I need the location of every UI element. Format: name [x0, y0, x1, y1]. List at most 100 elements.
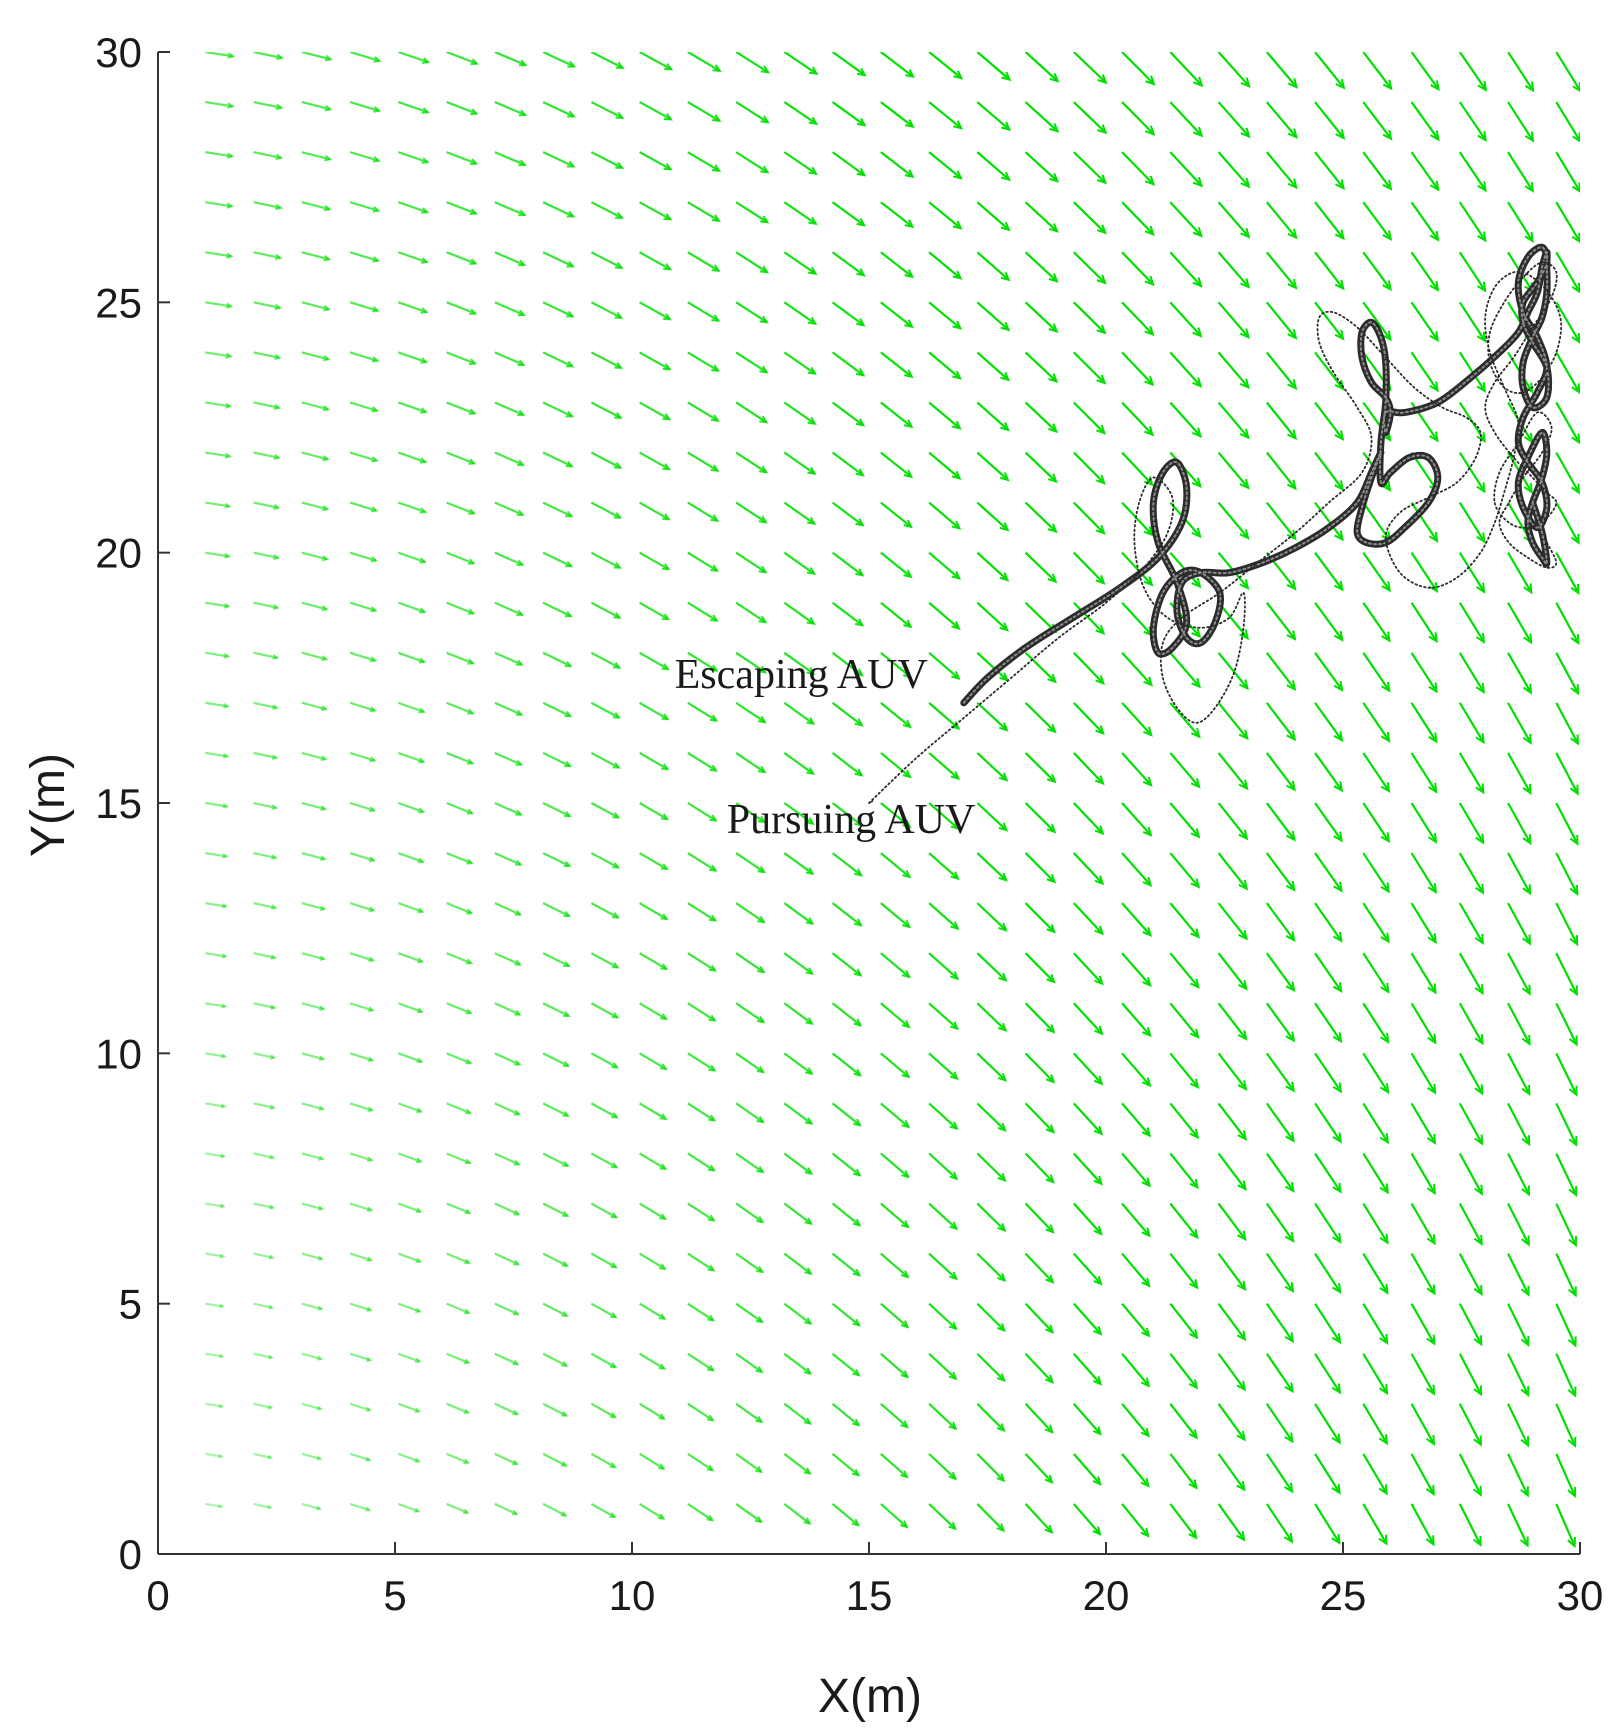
field-arrow: [1024, 1503, 1053, 1534]
field-arrow-head: [1334, 480, 1345, 492]
field-arrow-head: [417, 857, 425, 864]
field-arrow-head: [225, 302, 234, 309]
field-arrow: [735, 1202, 764, 1223]
field-arrow: [831, 551, 864, 577]
field-arrow-head: [1238, 679, 1249, 691]
field-arrow: [205, 1352, 223, 1358]
field-arrow: [687, 1202, 715, 1222]
field-arrow: [301, 251, 330, 261]
field-arrow-head: [561, 1410, 569, 1417]
field-arrow-head: [1188, 1329, 1199, 1340]
field-arrow-head: [567, 60, 577, 68]
field-arrow: [976, 952, 1007, 982]
field-arrow-head: [1472, 1535, 1482, 1548]
field-arrow: [1507, 802, 1532, 844]
field-arrow-head: [999, 672, 1009, 682]
field-arrow: [1121, 52, 1155, 85]
field-arrow-head: [365, 1456, 372, 1462]
field-arrow-head: [267, 1504, 273, 1510]
field-arrow-head: [1284, 1332, 1295, 1344]
field-arrow-head: [803, 1517, 812, 1525]
field-arrow-head: [1236, 1480, 1246, 1492]
field-arrow: [1217, 1403, 1246, 1441]
field-arrow: [880, 551, 912, 578]
field-arrow-head: [609, 1462, 617, 1469]
field-arrow: [1314, 752, 1343, 792]
field-arrow-head: [611, 962, 620, 969]
field-arrow-head: [902, 769, 912, 779]
field-arrow: [205, 100, 233, 108]
field-arrow-head: [421, 157, 430, 164]
escaping-auv-path-texture: [962, 246, 1550, 704]
field-arrow: [1362, 852, 1390, 893]
field-arrow: [398, 952, 423, 963]
field-arrow-head: [999, 722, 1009, 732]
field-arrow: [687, 251, 720, 272]
field-arrow: [1458, 752, 1485, 794]
field-arrow: [831, 852, 862, 877]
field-arrow-head: [663, 213, 673, 221]
field-arrow-head: [518, 59, 528, 67]
field-arrow-head: [758, 565, 768, 574]
field-arrow-head: [1332, 1082, 1343, 1094]
field-arrow-head: [469, 208, 479, 216]
field-arrow: [928, 201, 962, 230]
field-arrow: [1314, 101, 1345, 139]
field-arrow-head: [1334, 279, 1345, 291]
field-arrow-head: [1192, 377, 1203, 388]
field-arrow: [639, 601, 669, 621]
field-arrow-head: [1236, 1531, 1246, 1542]
field-arrow-head: [757, 815, 767, 824]
field-arrow-head: [223, 652, 231, 659]
field-arrow-head: [611, 912, 620, 919]
field-arrow: [783, 601, 815, 625]
field-arrow: [880, 501, 912, 528]
field-arrow: [542, 601, 572, 618]
field-arrow-head: [1236, 1330, 1247, 1342]
field-arrow: [253, 100, 282, 109]
field-arrow-head: [276, 53, 285, 61]
field-arrow: [735, 551, 767, 574]
field-arrow-head: [953, 120, 963, 130]
field-arrow: [1555, 401, 1580, 443]
x-tick-label: 15: [846, 1572, 893, 1619]
field-arrow: [831, 1503, 859, 1527]
field-arrow-head: [1567, 1436, 1577, 1448]
field-arrow-head: [1524, 232, 1534, 244]
field-arrow: [1265, 702, 1296, 741]
y-tick-label: 5: [119, 1281, 142, 1328]
field-arrow-head: [1237, 979, 1248, 991]
field-arrow-head: [514, 959, 523, 966]
field-arrow: [590, 601, 621, 619]
field-arrow-head: [1190, 928, 1200, 939]
field-arrow: [349, 801, 375, 812]
field-arrow-head: [901, 1019, 911, 1029]
field-arrow-head: [806, 767, 816, 776]
field-arrow: [253, 1502, 271, 1509]
field-arrow: [253, 201, 281, 209]
y-tick-label: 15: [95, 780, 142, 827]
field-arrow: [446, 201, 477, 215]
field-arrow-head: [853, 968, 863, 977]
field-arrow-head: [366, 1206, 374, 1212]
field-arrow: [1555, 502, 1580, 544]
field-arrow: [1555, 1002, 1578, 1045]
field-arrow: [639, 251, 671, 271]
field-arrow: [783, 151, 817, 175]
field-arrow-head: [1568, 1185, 1578, 1198]
field-arrow: [542, 902, 570, 917]
field-arrow-head: [323, 304, 331, 312]
field-arrow: [735, 1002, 765, 1023]
field-arrow: [1073, 1102, 1103, 1135]
field-arrow: [1121, 1102, 1151, 1137]
field-arrow: [1073, 1252, 1102, 1285]
field-arrow: [301, 451, 328, 461]
field-arrow-head: [856, 167, 867, 177]
field-arrow-head: [1426, 1184, 1436, 1196]
field-arrow: [1169, 401, 1202, 437]
field-arrow: [1458, 1002, 1484, 1044]
field-arrow: [301, 301, 330, 311]
field-arrow-head: [373, 106, 382, 113]
field-arrow: [1410, 752, 1438, 793]
field-arrow: [1265, 1152, 1295, 1192]
